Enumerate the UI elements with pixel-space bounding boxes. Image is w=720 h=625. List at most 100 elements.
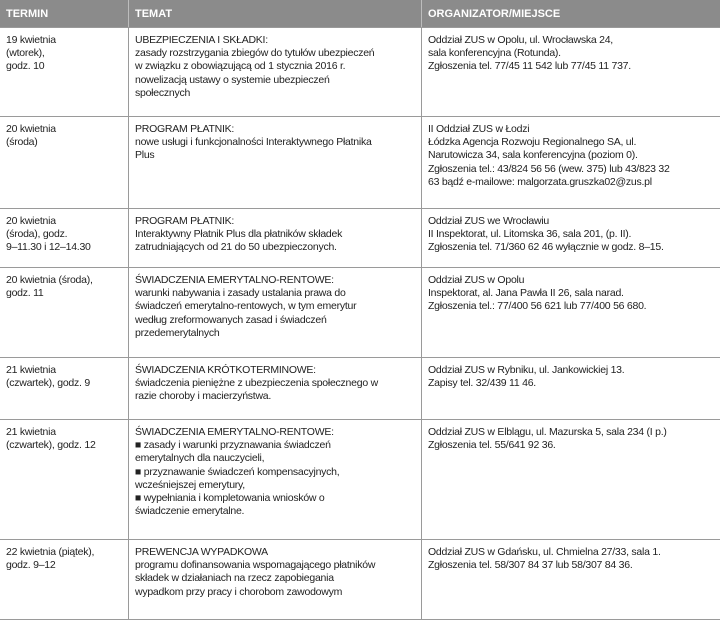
organizator-line: Zapisy tel. 32/439 11 46. bbox=[428, 377, 536, 390]
temat-cell: ŚWIADCZENIA EMERYTALNO-RENTOWE: ■ zasady … bbox=[128, 420, 421, 539]
organizator-line: Zgłoszenia tel. 71/360 62 46 wyłącznie w… bbox=[428, 241, 664, 254]
temat-line: składek w działaniach na rzecz zapobiega… bbox=[135, 572, 334, 585]
temat-title: UBEZPIECZENIA I SKŁADKI: bbox=[135, 34, 268, 46]
organizator-line: Oddział ZUS w Opolu, ul. Wrocławska 24, bbox=[428, 34, 613, 46]
temat-line: zatrudniających od 21 do 50 ubezpieczony… bbox=[135, 241, 337, 254]
temat-line: przedemerytalnych bbox=[135, 326, 220, 339]
termin-line: (wtorek), bbox=[6, 47, 45, 60]
organizator-line: Zgłoszenia tel.: 43/824 56 56 (wew. 375)… bbox=[428, 162, 670, 175]
termin-line: 9–11.30 i 12–14.30 bbox=[6, 241, 91, 254]
temat-title: PROGRAM PŁATNIK: bbox=[135, 215, 235, 227]
temat-line: ■ zasady i warunki przyznawania świadcze… bbox=[135, 439, 331, 452]
event-row: 21 kwietnia (czwartek), godz. 12 ŚWIADCZEN… bbox=[0, 420, 720, 540]
temat-cell: ŚWIADCZENIA EMERYTALNO-RENTOWE: warunki n… bbox=[128, 268, 421, 357]
termin-line: (środa) bbox=[6, 136, 38, 149]
organizator-cell: Oddział ZUS w Rybniku, ul. Jankowickiej … bbox=[421, 358, 720, 419]
organizator-line: Zgłoszenia tel. 77/45 11 542 lub 77/45 1… bbox=[428, 60, 631, 73]
event-row: 22 kwietnia (piątek), godz. 9–12 PREWENCJA… bbox=[0, 540, 720, 620]
organizator-cell: Oddział ZUS w Opolu, ul. Wrocławska 24, s… bbox=[421, 28, 720, 116]
header-label: TERMIN bbox=[6, 8, 49, 20]
temat-line: programu dofinansowania wspomagającego p… bbox=[135, 559, 376, 572]
event-row: 21 kwietnia (czwartek), godz. 9 ŚWIADCZENI… bbox=[0, 358, 720, 420]
temat-cell: PROGRAM PŁATNIK: Interaktywny Płatnik Plu… bbox=[128, 209, 421, 267]
temat-line: według zreformowanych zasad i świadczeń bbox=[135, 313, 327, 326]
termin-line: 20 kwietnia (środa), bbox=[6, 274, 93, 286]
temat-line: warunki nabywania i zasady ustalania pra… bbox=[135, 287, 346, 300]
organizator-line: Oddział ZUS we Wrocławiu bbox=[428, 215, 550, 227]
temat-cell: ŚWIADCZENIA KRÓTKOTERMINOWE: świadczenia … bbox=[128, 358, 421, 419]
organizator-line: Zgłoszenia tel. 55/641 92 36. bbox=[428, 439, 556, 452]
termin-line: 20 kwietnia bbox=[6, 215, 56, 227]
termin-line: 20 kwietnia bbox=[6, 123, 56, 135]
event-row: 19 kwietnia (wtorek), godz. 10 UBEZPIECZENI… bbox=[0, 28, 720, 117]
termin-line: godz. 9–12 bbox=[6, 559, 56, 572]
temat-cell: UBEZPIECZENIA I SKŁADKI: zasady rozstrzyg… bbox=[128, 28, 421, 116]
organizator-line: Oddział ZUS w Rybniku, ul. Jankowickiej … bbox=[428, 364, 625, 376]
termin-cell: 19 kwietnia (wtorek), godz. 10 bbox=[0, 28, 128, 116]
temat-line: zasady rozstrzygania zbiegów do tytułów … bbox=[135, 47, 375, 60]
header-label: TEMAT bbox=[135, 8, 173, 20]
organizator-line: Oddział ZUS w Elblągu, ul. Mazurska 5, s… bbox=[428, 426, 667, 438]
header-row: TERMIN TEMAT ORGANIZATOR/MIEJSCE bbox=[0, 0, 720, 28]
temat-line: społecznych bbox=[135, 86, 191, 99]
event-row: 20 kwietnia (środa) PROGRAM PŁATNIK: nowe u… bbox=[0, 117, 720, 209]
temat-line: nowe usługi i funkcjonalności Interaktyw… bbox=[135, 136, 372, 149]
header-cell: ORGANIZATOR/MIEJSCE bbox=[421, 0, 720, 27]
temat-line: Plus bbox=[135, 149, 155, 162]
header-label: ORGANIZATOR/MIEJSCE bbox=[428, 8, 561, 20]
temat-title: PREWENCJA WYPADKOWA bbox=[135, 546, 268, 558]
header-cell: TERMIN bbox=[0, 0, 128, 27]
organizator-line: Oddział ZUS w Gdańsku, ul. Chmielna 27/3… bbox=[428, 546, 661, 558]
organizator-line: Inspektorat, al. Jana Pawła II 26, sala … bbox=[428, 287, 624, 300]
termin-line: (czwartek), godz. 12 bbox=[6, 439, 96, 452]
organizator-cell: II Oddział ZUS w Łodzi Łódzka Agencja Roz… bbox=[421, 117, 720, 208]
termin-line: godz. 10 bbox=[6, 60, 45, 73]
organizator-line: Oddział ZUS w Opolu bbox=[428, 274, 525, 286]
event-row: 20 kwietnia (środa), godz. 9–11.30 i 12–14… bbox=[0, 209, 720, 268]
temat-line: ■ przyznawanie świadczeń kompensacyjnych… bbox=[135, 465, 340, 478]
termin-line: 22 kwietnia (piątek), bbox=[6, 546, 95, 558]
termin-line: 21 kwietnia bbox=[6, 364, 56, 376]
temat-line: ■ wypełniania i kompletowania wniosków o bbox=[135, 492, 325, 505]
header-cell: TEMAT bbox=[128, 0, 421, 27]
temat-title: PROGRAM PŁATNIK: bbox=[135, 123, 235, 135]
organizator-cell: Oddział ZUS w Gdańsku, ul. Chmielna 27/3… bbox=[421, 540, 720, 619]
termin-line: 19 kwietnia bbox=[6, 34, 56, 46]
organizator-cell: Oddział ZUS w Opolu Inspektorat, al. Jana… bbox=[421, 268, 720, 357]
temat-line: wcześniejszej emerytury, bbox=[135, 478, 245, 491]
temat-title: ŚWIADCZENIA KRÓTKOTERMINOWE: bbox=[135, 364, 316, 376]
termin-line: (czwartek), godz. 9 bbox=[6, 377, 90, 390]
organizator-line: Zgłoszenia tel. 58/307 84 37 lub 58/307 … bbox=[428, 559, 633, 572]
organizator-line: 63 bądź e-mailowe: malgorzata.gruszka02@… bbox=[428, 175, 652, 188]
temat-cell: PROGRAM PŁATNIK: nowe usługi i funkcjonal… bbox=[128, 117, 421, 208]
temat-line: Interaktywny Płatnik Plus dla płatników … bbox=[135, 228, 343, 241]
organizator-line: II Inspektorat, ul. Litomska 36, sala 20… bbox=[428, 228, 632, 241]
termin-cell: 21 kwietnia (czwartek), godz. 12 bbox=[0, 420, 128, 539]
organizator-line: II Oddział ZUS w Łodzi bbox=[428, 123, 530, 135]
temat-line: nowelizacją ustawy o systemie ubezpiecze… bbox=[135, 73, 330, 86]
temat-line: emerytalnych dla nauczycieli, bbox=[135, 452, 265, 465]
temat-line: w związku z obowiązującą od 1 stycznia 2… bbox=[135, 60, 346, 73]
event-row: 20 kwietnia (środa), godz. 11 ŚWIADCZENIA … bbox=[0, 268, 720, 358]
termin-cell: 22 kwietnia (piątek), godz. 9–12 bbox=[0, 540, 128, 619]
organizator-line: Zgłoszenia tel.: 77/400 56 621 lub 77/40… bbox=[428, 300, 647, 313]
temat-title: ŚWIADCZENIA EMERYTALNO-RENTOWE: bbox=[135, 426, 334, 438]
temat-cell: PREWENCJA WYPADKOWA programu dofinansowan… bbox=[128, 540, 421, 619]
organizator-line: sala konferencyjna (Rotunda). bbox=[428, 47, 561, 60]
temat-line: razie choroby i macierzyństwa. bbox=[135, 390, 272, 403]
temat-line: świadczeń emerytalno-rentowych, w tym em… bbox=[135, 300, 357, 313]
temat-line: świadczenia pieniężne z ubezpieczenia sp… bbox=[135, 377, 378, 390]
temat-line: świadczenie emerytalne. bbox=[135, 505, 245, 518]
temat-title: ŚWIADCZENIA EMERYTALNO-RENTOWE: bbox=[135, 274, 334, 286]
termin-cell: 20 kwietnia (środa), godz. 11 bbox=[0, 268, 128, 357]
organizator-cell: Oddział ZUS w Elblągu, ul. Mazurska 5, s… bbox=[421, 420, 720, 539]
temat-line: wypadkom przy pracy i chorobom zawodowym bbox=[135, 585, 343, 598]
termin-line: godz. 11 bbox=[6, 287, 44, 300]
termin-line: (środa), godz. bbox=[6, 228, 68, 241]
termin-cell: 20 kwietnia (środa), godz. 9–11.30 i 12–14… bbox=[0, 209, 128, 267]
organizator-line: Narutowicza 34, sala konferencyjna (pozi… bbox=[428, 149, 638, 162]
organizator-cell: Oddział ZUS we Wrocławiu II Inspektorat, … bbox=[421, 209, 720, 267]
termin-cell: 21 kwietnia (czwartek), godz. 9 bbox=[0, 358, 128, 419]
termin-line: 21 kwietnia bbox=[6, 426, 56, 438]
termin-cell: 20 kwietnia (środa) bbox=[0, 117, 128, 208]
